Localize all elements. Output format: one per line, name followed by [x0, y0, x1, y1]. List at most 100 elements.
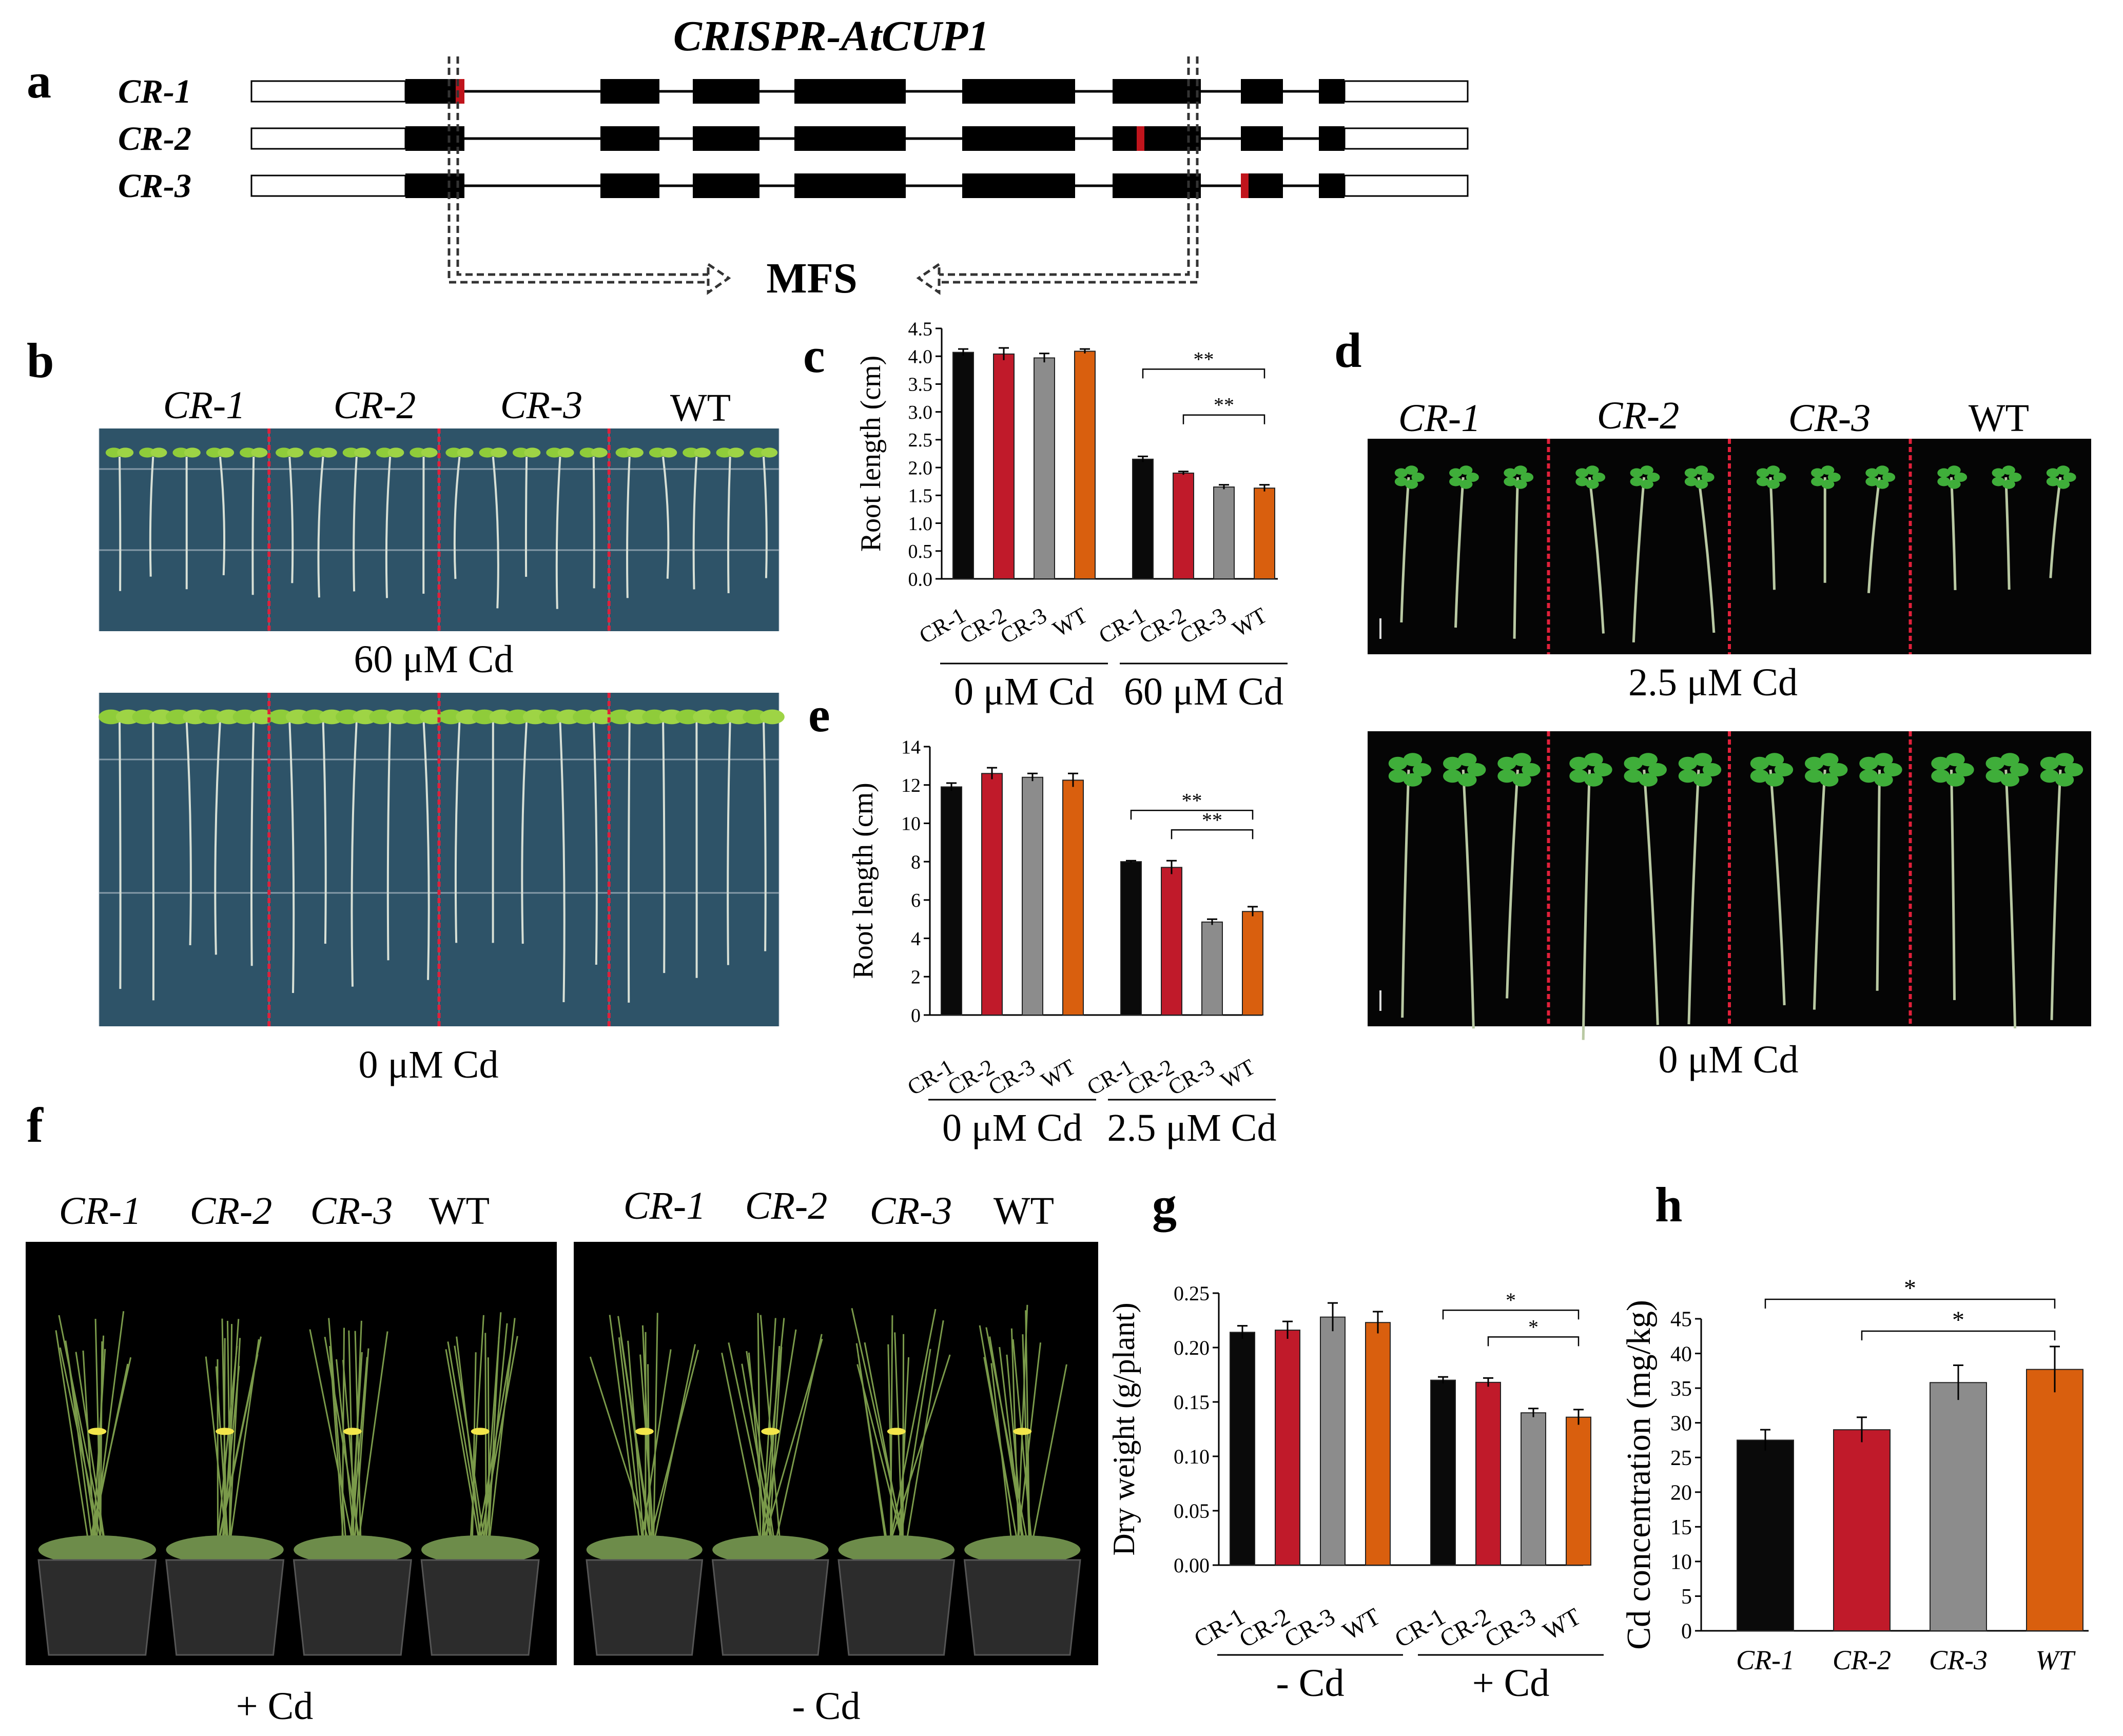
- leaf: [1876, 479, 1889, 489]
- leaf: [1765, 773, 1784, 787]
- y-tick-label: 1.0: [908, 513, 933, 535]
- leaf: [1820, 773, 1839, 787]
- leaf: [1992, 468, 2005, 478]
- stem: [864, 1342, 905, 1548]
- plate-photo-60uM: [99, 428, 780, 631]
- cotyledon: [759, 709, 785, 725]
- cotyledon: [410, 447, 426, 458]
- stem: [1030, 1364, 1067, 1548]
- root: [1950, 769, 1956, 1000]
- leaf: [1630, 468, 1643, 478]
- cotyledon: [232, 709, 258, 725]
- cotyledon: [716, 447, 733, 458]
- x-tick-label: WT: [1037, 1054, 1080, 1094]
- cotyledon: [546, 447, 563, 458]
- bar: [1074, 350, 1096, 579]
- exon: [962, 79, 1075, 104]
- y-tick-label: 5: [1681, 1585, 1692, 1609]
- rosette: [421, 1535, 539, 1564]
- exon: [794, 173, 906, 198]
- group-label: 60 μM Cd: [1124, 670, 1283, 713]
- stem: [898, 1357, 910, 1548]
- panel-label-c: c: [803, 328, 825, 383]
- root: [1643, 769, 1659, 1025]
- cotyledon: [557, 447, 574, 458]
- leaf: [2040, 769, 2059, 783]
- stem: [55, 1330, 90, 1548]
- exon: [600, 173, 659, 198]
- leaf: [1678, 769, 1698, 783]
- x-tick-label: CR-2: [1833, 1645, 1891, 1675]
- y-axis-label: Dry weight (g/plant): [1107, 1302, 1141, 1555]
- leaf: [1954, 473, 1968, 482]
- root: [1950, 477, 1957, 590]
- root: [524, 456, 528, 577]
- adult-genotype-labels-minus-cd: CR-1 CR-2 CR-3 WT: [624, 1184, 1054, 1233]
- genotype-label: CR-1: [163, 384, 245, 427]
- bar: [1475, 1381, 1501, 1566]
- exon: [1113, 173, 1201, 198]
- x-tick-label: WT: [2035, 1645, 2076, 1675]
- y-tick-label: 0: [1681, 1620, 1692, 1644]
- y-tick-label: 15: [1670, 1516, 1692, 1539]
- tie-label: [761, 1428, 780, 1435]
- significance-bracket: [1487, 1336, 1580, 1347]
- leaf: [1937, 477, 1951, 486]
- cotyledon: [761, 447, 778, 458]
- x-tick-label: WT: [1228, 602, 1271, 642]
- pot: [420, 1559, 540, 1656]
- stem: [1017, 1342, 1042, 1548]
- root: [692, 456, 698, 590]
- exon: [405, 126, 464, 151]
- cotyledon: [421, 447, 438, 458]
- tie-label: [343, 1428, 362, 1435]
- genotype-label: WT: [429, 1189, 490, 1233]
- leaf: [1859, 756, 1878, 770]
- root: [2004, 769, 2017, 1029]
- leaf: [1443, 769, 1462, 783]
- x-tick-label: CR-3: [1280, 1603, 1340, 1653]
- leaf: [1647, 473, 1660, 482]
- leaf: [1750, 769, 1769, 783]
- leaf: [1394, 477, 1408, 486]
- y-tick-label: 0: [911, 1005, 921, 1026]
- genotype-label: WT: [670, 386, 731, 430]
- tie-label: [216, 1428, 235, 1435]
- y-tick-label: 2.0: [908, 457, 933, 479]
- y-tick-label: 1.5: [908, 485, 933, 507]
- stem: [445, 1349, 481, 1548]
- exon: [1113, 126, 1201, 151]
- root: [288, 720, 295, 993]
- stem: [888, 1354, 951, 1548]
- bar: [1930, 1382, 1987, 1632]
- rosette: [838, 1535, 955, 1564]
- stem: [899, 1349, 931, 1548]
- leaf: [1811, 468, 1824, 478]
- exon: [1241, 126, 1283, 151]
- cotyledon: [642, 709, 667, 725]
- mfs-label: MFS: [766, 255, 857, 302]
- genotype-label: CR-1: [1398, 397, 1481, 440]
- leaf: [1985, 769, 2004, 783]
- exon: [1319, 79, 1345, 104]
- root: [2050, 769, 2062, 1020]
- x-tick-label: CR-3: [984, 1054, 1039, 1100]
- bar: [1566, 1416, 1591, 1566]
- leaf: [2002, 465, 2015, 475]
- root: [350, 720, 358, 987]
- cotyledon: [251, 447, 268, 458]
- cotyledon: [218, 447, 235, 458]
- cotyledon: [579, 447, 596, 458]
- significance-bracket: [1442, 1309, 1580, 1320]
- cotyledon: [591, 447, 608, 458]
- bar: [1254, 487, 1275, 579]
- leaf: [1648, 763, 1667, 776]
- leaf: [1955, 763, 1974, 776]
- leaf: [1497, 756, 1516, 770]
- leaf: [1403, 773, 1423, 787]
- y-tick-label: 0.5: [908, 541, 933, 562]
- leaf: [1504, 468, 1517, 478]
- cotyledon: [302, 709, 327, 725]
- stem: [205, 1356, 228, 1548]
